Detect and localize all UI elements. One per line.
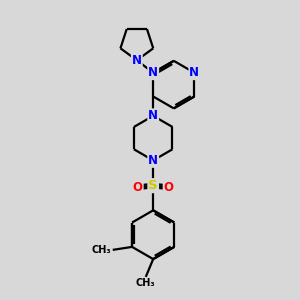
Text: N: N: [148, 154, 158, 167]
Text: CH₃: CH₃: [136, 278, 156, 288]
Text: O: O: [164, 181, 174, 194]
Text: S: S: [148, 179, 158, 192]
Text: CH₃: CH₃: [92, 245, 111, 255]
Text: N: N: [148, 66, 158, 79]
Text: N: N: [189, 66, 200, 79]
Text: O: O: [133, 181, 143, 194]
Text: N: N: [148, 109, 158, 122]
Text: N: N: [132, 54, 142, 67]
